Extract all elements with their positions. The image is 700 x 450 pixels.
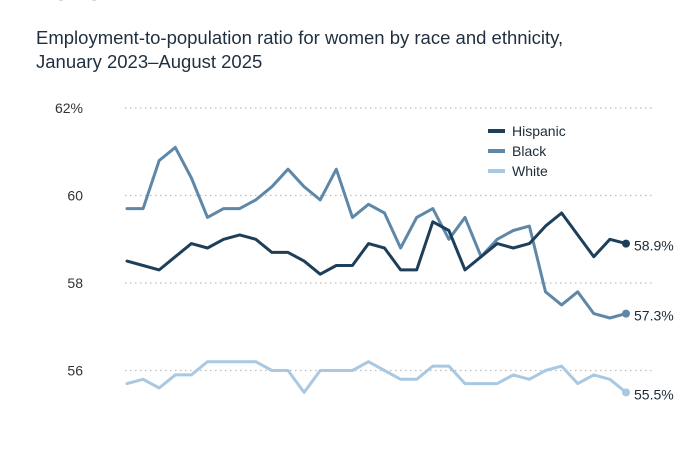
endpoint-marker-black bbox=[622, 309, 630, 318]
series-endpoints: 55.5% 57.3% 58.9% bbox=[622, 238, 674, 402]
legend-label-black: Black bbox=[512, 143, 547, 159]
legend-label-hispanic: Hispanic bbox=[512, 123, 566, 139]
y-tick-label-62: 62% bbox=[55, 100, 83, 116]
gridlines bbox=[125, 107, 652, 372]
endpoint-label-white: 55.5% bbox=[634, 386, 674, 402]
series-lines bbox=[125, 145, 628, 394]
endpoint-label-black: 57.3% bbox=[634, 308, 674, 324]
endpoint-marker-hispanic bbox=[622, 239, 630, 248]
y-tick-label-56: 56 bbox=[67, 363, 83, 379]
legend-label-white: White bbox=[512, 163, 548, 179]
chart-title-fragment: 2025 bbox=[36, 0, 103, 6]
y-tick-label-58: 58 bbox=[67, 275, 83, 291]
subtitle-line-1: Employment-to-population ratio for women… bbox=[36, 27, 564, 48]
endpoint-label-hispanic: 58.9% bbox=[634, 238, 674, 254]
y-tick-label-60: 60 bbox=[67, 188, 83, 204]
series-line-hispanic bbox=[125, 211, 628, 276]
y-axis: 62% 60 58 56 bbox=[55, 100, 83, 379]
legend: Hispanic Black White bbox=[488, 123, 566, 179]
subtitle-line-2: January 2023–August 2025 bbox=[36, 51, 263, 72]
series-line-white bbox=[125, 360, 628, 394]
series-line-black bbox=[125, 145, 628, 320]
endpoint-marker-white bbox=[622, 388, 630, 397]
chart-subtitle: Employment-to-population ratio for women… bbox=[36, 26, 676, 74]
